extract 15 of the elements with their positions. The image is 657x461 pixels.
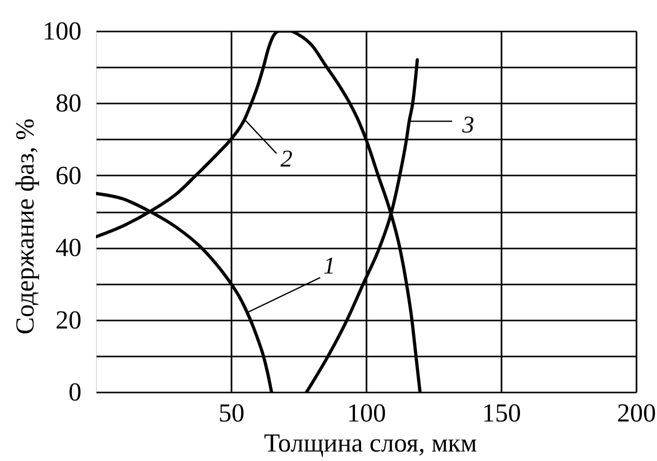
x-tick-label: 100 [347, 398, 386, 428]
x-tick-label: 150 [482, 398, 521, 428]
text: 1 [323, 254, 336, 280]
y-tick-label: 40 [56, 233, 82, 262]
y-tick-label: 20 [56, 305, 82, 334]
y-tick-label: 0 [68, 378, 82, 406]
y-axis-title: Содержание фаз, % [10, 118, 40, 335]
y-tick-label: 60 [56, 160, 82, 190]
x-axis-title: Толщина слоя, мкм [264, 428, 477, 458]
legend-label: 3 [461, 112, 474, 138]
y-tick-label: 80 [56, 88, 82, 118]
series-label: 2 [280, 146, 292, 172]
x-tick-label: 200 [617, 398, 656, 428]
y-tick-label: 100 [42, 16, 82, 46]
x-tick-label: 50 [218, 398, 244, 428]
